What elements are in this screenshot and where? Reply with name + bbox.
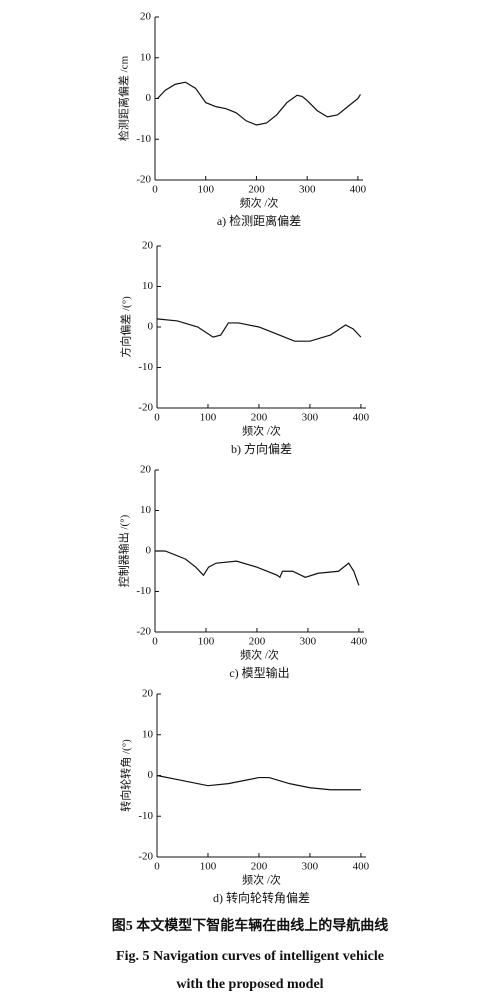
y-tick-label: -10 bbox=[138, 361, 153, 373]
x-tick-label: 100 bbox=[198, 636, 215, 648]
figure-caption-en: Fig. 5 Navigation curves of intelligent … bbox=[116, 949, 384, 964]
data-line bbox=[157, 81, 361, 126]
y-axis-label: 方向偏差 /(°) bbox=[119, 296, 133, 358]
x-tick-label: 200 bbox=[248, 184, 265, 196]
y-tick-label: -10 bbox=[136, 585, 151, 597]
figure-caption-en: with the proposed model bbox=[176, 977, 323, 992]
y-tick-label: 20 bbox=[140, 464, 152, 476]
x-tick-label: 0 bbox=[154, 412, 160, 424]
y-tick-label: 10 bbox=[140, 504, 152, 516]
x-tick-label: 200 bbox=[249, 636, 266, 648]
data-line bbox=[155, 550, 360, 586]
x-tick-label: 100 bbox=[200, 861, 217, 873]
x-tick-label: 0 bbox=[152, 636, 158, 648]
chart-caption: d) 转向轮转角偏差 bbox=[213, 890, 310, 905]
x-tick-label: 300 bbox=[299, 184, 316, 196]
y-tick-label: 0 bbox=[148, 321, 154, 333]
x-axis-label: 频次 /次 bbox=[242, 873, 281, 887]
x-tick-label: 200 bbox=[251, 861, 268, 873]
x-tick-label: 400 bbox=[350, 184, 367, 196]
x-tick-label: 300 bbox=[302, 412, 319, 424]
y-tick-label: 0 bbox=[148, 769, 154, 781]
x-tick-label: 300 bbox=[302, 861, 319, 873]
y-tick-label: 20 bbox=[140, 11, 152, 23]
y-tick-label: -20 bbox=[136, 174, 151, 186]
y-tick-label: 0 bbox=[146, 92, 152, 104]
y-tick-label: 20 bbox=[142, 240, 154, 252]
x-tick-label: 0 bbox=[152, 184, 158, 196]
y-tick-label: -10 bbox=[138, 810, 153, 822]
y-axis-label: 检测距离偏差 /cm bbox=[117, 55, 131, 141]
y-tick-label: -20 bbox=[138, 402, 153, 414]
x-axis-label: 频次 /次 bbox=[240, 648, 279, 662]
x-tick-label: 400 bbox=[353, 412, 370, 424]
y-axis-label: 控制器输出 /(°) bbox=[117, 514, 131, 587]
x-tick-label: 300 bbox=[300, 636, 317, 648]
y-tick-label: -10 bbox=[136, 133, 151, 145]
x-tick-label: 400 bbox=[351, 636, 368, 648]
data-line bbox=[156, 774, 361, 791]
y-tick-label: 0 bbox=[146, 545, 152, 557]
y-tick-label: 20 bbox=[142, 688, 154, 700]
x-tick-label: 100 bbox=[197, 184, 214, 196]
chart-caption: a) 检测距离偏差 bbox=[217, 213, 301, 228]
x-axis-label: 频次 /次 bbox=[242, 424, 281, 438]
y-tick-label: 10 bbox=[140, 51, 152, 63]
data-line bbox=[156, 318, 362, 342]
figure-caption-zh: 图5 本文模型下智能车辆在曲线上的导航曲线 bbox=[112, 917, 389, 934]
y-tick-label: -20 bbox=[136, 626, 151, 638]
y-tick-label: 10 bbox=[142, 728, 154, 740]
x-axis-label: 频次 /次 bbox=[240, 196, 279, 210]
x-tick-label: 200 bbox=[251, 412, 268, 424]
chart-caption: b) 方向偏差 bbox=[231, 441, 292, 456]
x-tick-label: 400 bbox=[353, 861, 370, 873]
x-tick-label: 100 bbox=[200, 412, 217, 424]
x-tick-label: 0 bbox=[154, 861, 160, 873]
y-axis-label: 转向轮转角 /(°) bbox=[119, 739, 133, 812]
chart-caption: c) 模型输出 bbox=[229, 665, 289, 680]
y-tick-label: 10 bbox=[142, 280, 154, 292]
y-tick-label: -20 bbox=[138, 851, 153, 863]
